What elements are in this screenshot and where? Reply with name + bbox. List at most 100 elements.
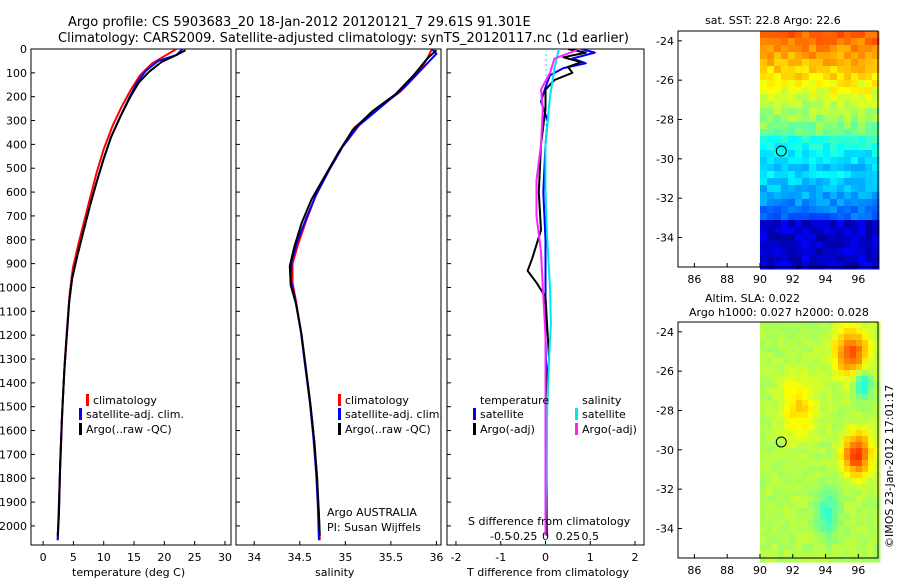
heatmap-cell xyxy=(801,255,810,263)
heatmap-cell xyxy=(837,538,845,545)
heatmap-cell xyxy=(837,322,845,329)
heatmap-cell xyxy=(801,73,810,81)
heatmap-cell xyxy=(843,136,852,144)
heatmap-cell xyxy=(759,255,768,263)
heatmap-cell xyxy=(857,171,866,179)
heatmap-cell xyxy=(815,59,824,67)
heatmap-cell xyxy=(855,394,863,401)
heatmap-cell xyxy=(867,466,875,473)
heatmap-cell xyxy=(873,544,881,551)
heatmap-cell xyxy=(815,213,824,221)
heatmap-cell xyxy=(843,262,852,270)
heatmap-cell xyxy=(873,520,881,527)
heatmap-cell xyxy=(825,400,833,407)
heatmap-cell xyxy=(813,322,821,329)
heatmap-cell xyxy=(819,556,827,563)
heatmap-cell xyxy=(831,448,839,455)
heatmap-cell xyxy=(855,352,863,359)
heatmap-cell xyxy=(850,129,859,137)
heatmap-cell xyxy=(843,206,852,214)
heatmap-cell xyxy=(861,466,869,473)
heatmap-cell xyxy=(801,129,810,137)
heatmap-cell xyxy=(873,328,881,335)
heatmap-cell xyxy=(783,544,791,551)
heatmap-cell xyxy=(843,454,851,461)
heatmap-cell xyxy=(815,45,824,53)
heatmap-cell xyxy=(759,460,767,467)
heatmap-cell xyxy=(777,394,785,401)
heatmap-cell xyxy=(766,220,775,228)
heatmap-cell xyxy=(795,322,803,329)
heatmap-cell xyxy=(795,550,803,557)
heatmap-cell xyxy=(787,178,796,186)
heatmap-cell xyxy=(855,454,863,461)
heatmap-cell xyxy=(766,115,775,123)
heatmap-cell xyxy=(795,370,803,377)
map-y-tick-label: -34 xyxy=(656,523,674,536)
heatmap-cell xyxy=(765,502,773,509)
heatmap-cell xyxy=(864,80,873,88)
heatmap-cell xyxy=(843,101,852,109)
heatmap-cell xyxy=(864,38,873,46)
heatmap-cell xyxy=(850,248,859,256)
legend-label-sal-satellite: satellite xyxy=(582,408,626,421)
heatmap-cell xyxy=(831,376,839,383)
difference-lines xyxy=(526,49,596,536)
heatmap-cell xyxy=(855,418,863,425)
heatmap-cell xyxy=(822,241,831,249)
heatmap-cell xyxy=(836,143,845,151)
heatmap-cell xyxy=(822,178,831,186)
heatmap-cell xyxy=(850,150,859,158)
heatmap-cell xyxy=(850,185,859,193)
heatmap-cell xyxy=(801,556,809,563)
heatmap-cell xyxy=(765,382,773,389)
heatmap-cell xyxy=(815,129,824,137)
heatmap-cell xyxy=(831,364,839,371)
heatmap-cell xyxy=(829,80,838,88)
heatmap-cell xyxy=(867,472,875,479)
heatmap-cell xyxy=(801,115,810,123)
heatmap-cell xyxy=(813,442,821,449)
heatmap-cell xyxy=(843,66,852,74)
heatmap-cell xyxy=(787,164,796,172)
heatmap-cell xyxy=(836,101,845,109)
heatmap-cell xyxy=(815,150,824,158)
heatmap-cell xyxy=(759,394,767,401)
heatmap-cell xyxy=(801,328,809,335)
heatmap-cell xyxy=(815,185,824,193)
heatmap-cell xyxy=(759,234,768,242)
heatmap-cell xyxy=(873,454,881,461)
legend-swatch-climatology xyxy=(338,394,341,406)
heatmap-cell xyxy=(771,490,779,497)
difference-x-axis: -2 -1 0 1 2-0.5-0.25 0 0.25 0.5 xyxy=(450,530,638,564)
heatmap-cell xyxy=(831,436,839,443)
heatmap-cell xyxy=(864,150,873,158)
map-x-tick-label: 86 xyxy=(687,273,701,286)
heatmap-cell xyxy=(843,556,851,563)
series-line-temperature-satellite xyxy=(540,49,596,536)
heatmap-cell xyxy=(861,460,869,467)
heatmap-cell xyxy=(807,448,815,455)
map-y-tick-label: -34 xyxy=(656,232,674,245)
heatmap-cell xyxy=(864,87,873,95)
heatmap-cell xyxy=(871,248,880,256)
heatmap-cell xyxy=(801,122,810,130)
heatmap-cell xyxy=(815,234,824,242)
heatmap-cell xyxy=(794,38,803,46)
heatmap-cell xyxy=(787,157,796,165)
heatmap-cell xyxy=(867,346,875,353)
heatmap-cell xyxy=(801,192,810,200)
heatmap-cell xyxy=(789,352,797,359)
heatmap-cell xyxy=(825,502,833,509)
heatmap-cell xyxy=(873,502,881,509)
series-line-argo-raw-qc- xyxy=(288,49,438,536)
heatmap-cell xyxy=(850,213,859,221)
heatmap-cell xyxy=(857,241,866,249)
map-y-tick-label: -24 xyxy=(656,35,674,48)
heatmap-cell xyxy=(831,538,839,545)
heatmap-cell xyxy=(850,143,859,151)
heatmap-cell xyxy=(857,248,866,256)
heatmap-cell xyxy=(780,94,789,102)
heatmap-cell xyxy=(801,472,809,479)
heatmap-cell xyxy=(795,484,803,491)
